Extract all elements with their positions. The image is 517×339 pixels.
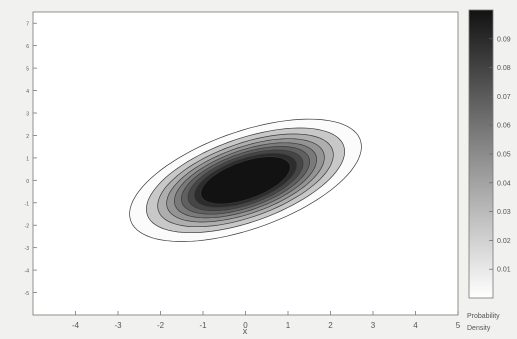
y-tick-label: 0 (26, 179, 29, 185)
x-tick-label: -1 (199, 321, 207, 330)
contour-level-0.09 (200, 156, 291, 205)
x-tick-label: 2 (328, 321, 333, 330)
y-tick-label: -3 (25, 246, 30, 252)
x-tick-label: 1 (286, 321, 291, 330)
x-axis: -4 -3 -2 -1 0 1 2 3 4 5 (72, 311, 461, 330)
y-tick-label: -4 (25, 269, 30, 275)
x-tick-label: 5 (456, 321, 461, 330)
y-axis: -5 -4 -3 -2 -1 0 1 2 3 4 5 6 7 (25, 22, 37, 297)
y-tick-label: 2 (26, 134, 29, 140)
x-tick-label: 3 (371, 321, 376, 330)
y-tick-label: 4 (26, 89, 29, 95)
colorbar-tick-label: 0.09 (497, 36, 511, 43)
colorbar-tick-label: 0.03 (497, 209, 511, 216)
y-tick-label: 3 (26, 112, 29, 118)
colorbar-tick-label: 0.08 (497, 65, 511, 72)
colorbar-tick-label: 0.04 (497, 180, 511, 187)
y-tick-label: 7 (26, 22, 29, 28)
y-tick-label: -5 (25, 291, 30, 297)
y-tick-label: -2 (25, 224, 30, 230)
colorbar-ticks: 0.09 0.08 0.07 0.06 0.05 0.04 0.03 0.02 0.01 (489, 36, 511, 274)
colorbar-label-line2: Density (467, 325, 491, 332)
contour-layer (129, 118, 362, 242)
x-tick-label: -3 (114, 321, 122, 330)
colorbar-label-line1: Probability (467, 313, 500, 320)
x-tick-label: 4 (413, 321, 418, 330)
colorbar-tick-label: 0.07 (497, 94, 511, 101)
colorbar-tick-label: 0.01 (497, 267, 511, 274)
x-tick-label: -2 (157, 321, 165, 330)
x-tick-label: 0 (243, 321, 248, 330)
y-tick-label: 5 (26, 67, 29, 73)
x-axis-label: x (243, 326, 248, 336)
colorbar-tick-label: 0.02 (497, 238, 511, 245)
y-tick-label: 1 (26, 156, 29, 162)
x-tick-label: -4 (72, 321, 80, 330)
y-tick-label: -1 (25, 201, 30, 207)
colorbar-tick-label: 0.06 (497, 123, 511, 130)
colorbar-tick-label: 0.05 (497, 152, 511, 159)
y-tick-label: 6 (26, 44, 29, 50)
